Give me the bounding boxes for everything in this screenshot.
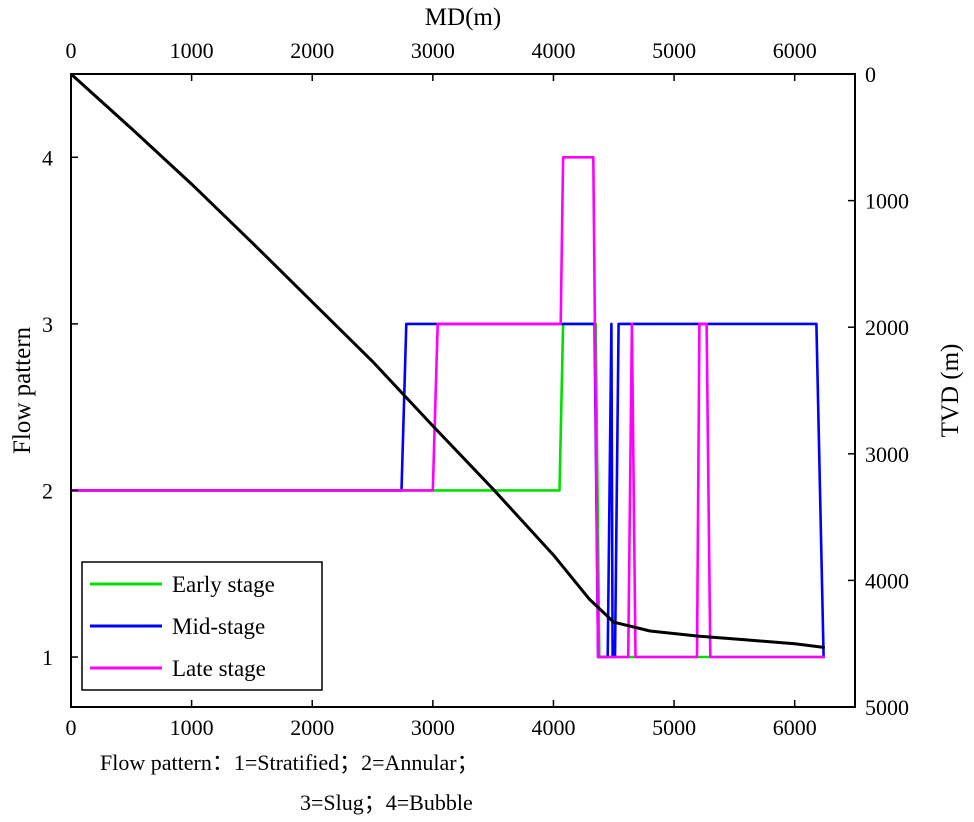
x-tick-label-top: 4000 — [531, 38, 575, 63]
caption-line-1: Flow pattern：1=Stratified；2=Annular； — [100, 750, 479, 775]
left-y-tick-label: 4 — [42, 145, 53, 170]
plot-area-frame — [70, 73, 856, 708]
x-tick-label-bottom: 2000 — [290, 715, 334, 740]
x-tick-label-bottom: 5000 — [652, 715, 696, 740]
series-layer — [69, 72, 825, 659]
right-y-tick-label: 3000 — [865, 442, 909, 467]
right-y-tick-label: 5000 — [865, 695, 909, 720]
x-axis-title: MD(m) — [425, 4, 501, 31]
left-y-tick-label: 3 — [42, 312, 53, 337]
left-y-tick-label: 2 — [42, 478, 53, 503]
ticks-layer: 0 0 1000 1000 2000 2000 3000 3000 4000 4000 5000 50… — [42, 38, 909, 740]
mid-stage-line — [71, 322, 825, 659]
right-y-axis-title: TVD (m) — [937, 344, 964, 438]
x-tick-label-bottom: 4000 — [531, 715, 575, 740]
x-tick-label-top: 5000 — [652, 38, 696, 63]
caption-line-2: 3=Slug；4=Bubble — [300, 790, 473, 815]
tvd-line — [69, 72, 825, 649]
x-tick-label-top: 2000 — [290, 38, 334, 63]
legend-label-mid: Mid-stage — [172, 614, 265, 639]
right-y-tick-label: 4000 — [865, 568, 909, 593]
x-tick-label-top: 6000 — [773, 38, 817, 63]
legend: Early stage Mid-stage Late stage — [81, 561, 323, 691]
x-tick-label-bottom: 6000 — [773, 715, 817, 740]
x-tick-label-bottom: 3000 — [411, 715, 455, 740]
left-y-axis-title: Flow pattern — [9, 326, 36, 454]
left-y-tick-label: 1 — [42, 645, 53, 670]
right-y-tick-label: 0 — [865, 62, 876, 87]
right-y-tick-label: 2000 — [865, 315, 909, 340]
x-tick-label-top: 3000 — [411, 38, 455, 63]
x-tick-label-bottom: 1000 — [170, 715, 214, 740]
legend-label-late: Late stage — [172, 656, 266, 681]
legend-label-early: Early stage — [172, 572, 275, 597]
late-stage-line — [71, 156, 825, 659]
x-tick-label-bottom: 0 — [66, 715, 77, 740]
x-tick-label-top: 1000 — [170, 38, 214, 63]
right-y-tick-label: 1000 — [865, 189, 909, 214]
x-tick-label-top: 0 — [66, 38, 77, 63]
